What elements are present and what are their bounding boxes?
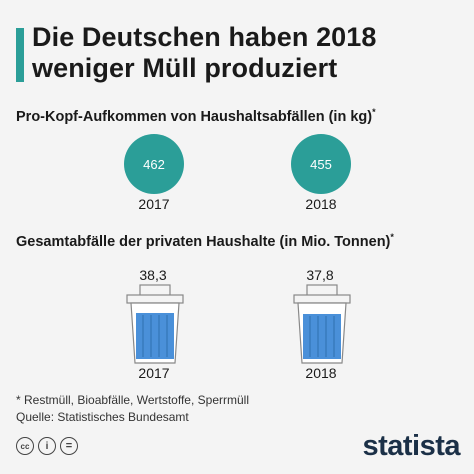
bin-fill-2018: [303, 314, 341, 359]
trash-bin-2018: [293, 284, 351, 364]
bubble-2017: 462: [124, 134, 184, 194]
bin-lid-2017: [126, 294, 184, 304]
bubble-value-2018: 455: [310, 156, 332, 172]
page-title: Die Deutschen haben 2018 weniger Müll pr…: [32, 22, 377, 83]
statista-logo[interactable]: statista: [362, 430, 460, 462]
bubble-2018: 455: [291, 134, 351, 194]
no-derivatives-icon[interactable]: =: [60, 437, 78, 455]
bin-fill-2017: [136, 313, 174, 359]
bubble-year-2018: 2018: [305, 196, 337, 212]
bin-value-2018: 37,8: [306, 267, 334, 283]
footnote-source: Quelle: Statistisches Bundesamt: [16, 410, 189, 424]
bin-handle-2018: [306, 284, 338, 297]
title-accent-bar: [16, 28, 24, 82]
bin-ribs-2018: [309, 316, 335, 357]
creative-commons-icon[interactable]: cc: [16, 437, 34, 455]
bin-value-2017: 38,3: [139, 267, 167, 283]
bin-handle-2017: [139, 284, 171, 297]
bin-lid-2018: [293, 294, 351, 304]
trash-bin-2017: [126, 284, 184, 364]
section1-subtitle: Pro-Kopf-Aufkommen von Haushaltsabfällen…: [16, 107, 376, 125]
attribution-icon[interactable]: i: [38, 437, 56, 455]
section2-subtitle: Gesamtabfälle der privaten Haushalte (in…: [16, 232, 394, 250]
bin-ribs-2017: [142, 315, 168, 357]
footnote-definition: * Restmüll, Bioabfälle, Wertstoffe, Sper…: [16, 393, 249, 407]
bin-year-2017: 2017: [138, 365, 170, 381]
bin-year-2018: 2018: [305, 365, 337, 381]
bubble-value-2017: 462: [143, 156, 165, 172]
bubble-year-2017: 2017: [138, 196, 170, 212]
